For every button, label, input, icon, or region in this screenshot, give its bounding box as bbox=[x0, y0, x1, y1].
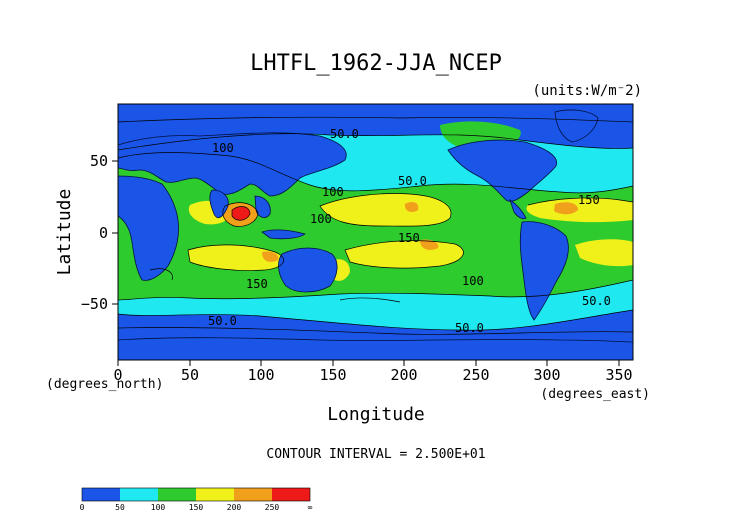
colorbar-label: 200 bbox=[227, 503, 242, 512]
colorbar-swatch bbox=[196, 488, 234, 501]
x-tick-label: 350 bbox=[605, 366, 632, 384]
y-axis-tick-labels: 50 0 −50 bbox=[81, 152, 108, 313]
contour-label-group: 50.0 100 150 50.0 100 150 100 50.0 50.0 … bbox=[208, 127, 611, 335]
colorbar-swatch bbox=[158, 488, 196, 501]
colorbar-swatch bbox=[82, 488, 120, 501]
units-label: (units:W/m⁻2) bbox=[532, 83, 642, 99]
x-axis-label: Longitude bbox=[327, 404, 425, 425]
band-orange-south-pacific bbox=[420, 239, 439, 250]
land-masses bbox=[118, 109, 633, 360]
land-africa bbox=[118, 175, 179, 281]
land-north-america bbox=[447, 139, 558, 202]
land-central-america bbox=[509, 199, 527, 220]
contour-label: 50.0 bbox=[455, 321, 484, 335]
colorbar-label: 150 bbox=[189, 503, 204, 512]
x-tick-label: 100 bbox=[247, 366, 274, 384]
colorbar-swatch bbox=[120, 488, 158, 501]
x-tick-label: 50 bbox=[181, 366, 199, 384]
colorbar-label: 50 bbox=[115, 503, 125, 512]
y-axis-label: Latitude bbox=[54, 189, 75, 276]
colorbar-label: 0 bbox=[80, 503, 85, 512]
colorbar-label: 250 bbox=[265, 503, 280, 512]
x-tick-label: 0 bbox=[113, 366, 122, 384]
band-orange-south-indian bbox=[262, 251, 279, 262]
contour-label: 100 bbox=[462, 274, 484, 288]
x-tick-label: 250 bbox=[462, 366, 489, 384]
contour-label: 50.0 bbox=[208, 314, 237, 328]
band-orange-atlantic bbox=[554, 202, 578, 215]
y-tick-label: −50 bbox=[81, 295, 108, 313]
land-australia bbox=[278, 247, 338, 293]
land-eurasia bbox=[118, 132, 347, 197]
contour-label: 150 bbox=[246, 277, 268, 291]
colorbar-frame bbox=[81, 487, 311, 502]
band-yellow-atlantic bbox=[526, 197, 633, 223]
contour-interval-note: CONTOUR INTERVAL = 2.500E+01 bbox=[266, 447, 485, 462]
contour-label: 100 bbox=[310, 212, 332, 226]
colorbar-swatch bbox=[272, 488, 310, 501]
contour-label: 100 bbox=[322, 185, 344, 199]
contour-label: 150 bbox=[578, 193, 600, 207]
land-south-america bbox=[519, 221, 569, 321]
band-red-bay bbox=[232, 206, 250, 221]
band-yellow-south-indian bbox=[188, 244, 284, 271]
land-indonesia bbox=[261, 229, 306, 240]
map-plot-area: 50.0 100 150 50.0 100 150 100 50.0 50.0 … bbox=[118, 104, 633, 360]
x-tick-label: 300 bbox=[533, 366, 560, 384]
y-tick-label: 50 bbox=[90, 152, 108, 170]
contour-label: 50.0 bbox=[330, 127, 359, 141]
colorbar-label: 100 bbox=[151, 503, 166, 512]
colorbar-swatch bbox=[234, 488, 272, 501]
colorbar bbox=[81, 487, 311, 502]
land-greenland bbox=[554, 109, 599, 143]
x-tick-label: 150 bbox=[319, 366, 346, 384]
x-axis-unit-note: (degrees_east) bbox=[540, 387, 650, 402]
contour-label: 50.0 bbox=[398, 174, 427, 188]
band-yellow-south-atlantic bbox=[575, 239, 633, 267]
x-axis bbox=[117, 360, 620, 366]
band-orange-pacific bbox=[404, 202, 419, 212]
contour-label: 50.0 bbox=[582, 294, 611, 308]
y-axis-unit-note: (degrees_north) bbox=[46, 377, 163, 392]
chart-title: LHTFL_1962-JJA_NCEP bbox=[250, 51, 502, 76]
colorbar-label: ∞ bbox=[308, 503, 313, 512]
band-yellow-north-pacific bbox=[320, 193, 451, 227]
contour-lines bbox=[118, 116, 633, 335]
land-india bbox=[209, 189, 229, 219]
y-axis bbox=[112, 160, 118, 305]
x-tick-label: 200 bbox=[390, 366, 417, 384]
map-frame bbox=[117, 103, 634, 361]
x-axis-tick-labels: 0 50 100 150 200 250 300 350 bbox=[113, 366, 632, 384]
y-tick-label: 0 bbox=[99, 224, 108, 242]
colorbar-labels: 0 50 100 150 200 250 ∞ bbox=[80, 503, 313, 512]
contour-label: 100 bbox=[212, 141, 234, 155]
land-antarctica bbox=[118, 337, 633, 360]
contour-label: 150 bbox=[398, 231, 420, 245]
